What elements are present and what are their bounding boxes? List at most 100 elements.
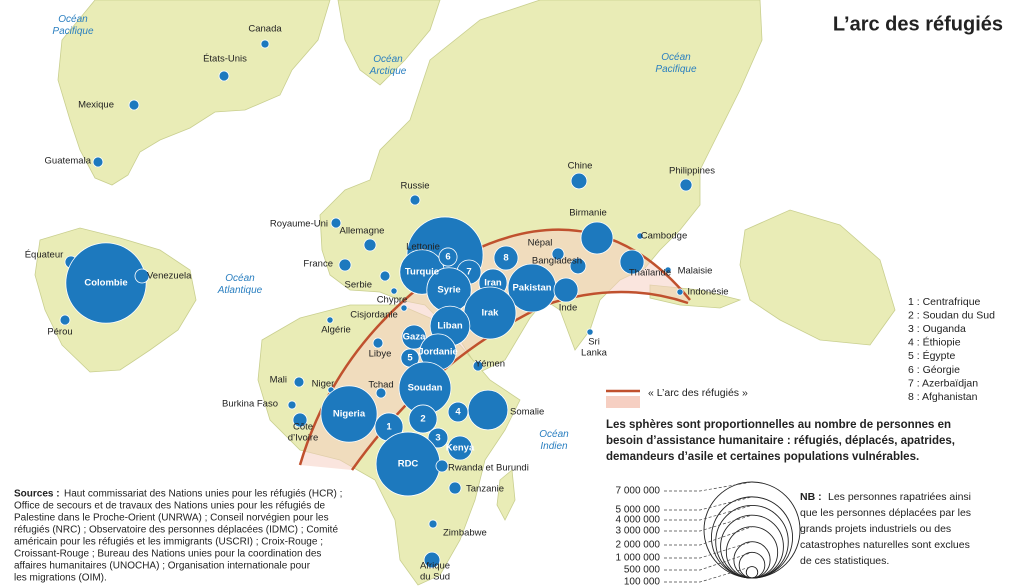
country-label: Libye <box>369 349 392 360</box>
arc-legend-swatch <box>606 396 640 408</box>
nb-line: que les personnes déplacées par les <box>800 507 971 519</box>
country-label: Yémen <box>475 359 505 370</box>
refugee-bubble <box>372 337 384 349</box>
country-label: Somalie <box>510 407 544 418</box>
refugee-bubble <box>428 519 438 529</box>
numbered-legend-item: 5 : Égypte <box>908 349 955 362</box>
country-label: Malaisie <box>678 266 713 277</box>
bubble-label: Soudan <box>408 383 443 394</box>
refugee-bubble <box>636 232 644 240</box>
bubble-label: 5 <box>407 353 413 364</box>
bubble-label: 4 <box>455 407 461 418</box>
refugee-bubble <box>326 316 334 324</box>
scale-leader <box>664 514 753 532</box>
refugee-bubble <box>664 266 672 274</box>
bubble-label: Iran <box>484 278 502 289</box>
bubble-label: Gaza <box>403 332 426 343</box>
refugee-bubble <box>472 360 484 372</box>
refugee-bubble <box>293 376 305 388</box>
map-title: L’arc des réfugiés <box>833 13 1003 35</box>
scale-label: 5 000 000 <box>616 505 661 516</box>
numbered-legend-item: 6 : Géorgie <box>908 364 960 376</box>
bubble-label: 3 <box>435 433 440 444</box>
country-label: Afrique du Sud <box>420 560 450 582</box>
bubble-label: Nigeria <box>333 409 366 420</box>
refugee-bubble <box>447 435 473 461</box>
ocean-label: Océan Atlantique <box>217 273 263 296</box>
country-label: France <box>303 259 333 270</box>
bubble-label: Liban <box>437 321 463 332</box>
bubble-label: 7 <box>466 267 471 278</box>
note-line: Les sphères sont proportionnelles au nom… <box>606 419 951 431</box>
bubble-label: Syrie <box>437 285 460 296</box>
country-label: Chypre <box>377 295 408 306</box>
refugee-bubble <box>363 238 377 252</box>
refugee-bubble <box>679 178 693 192</box>
sources-line: réfugiés (NRC) ; Observatoire des person… <box>14 525 338 536</box>
refugee-bubble <box>390 287 398 295</box>
scale-label: 7 000 000 <box>616 486 661 497</box>
country-label: Tchad <box>368 380 393 391</box>
refugee-bubble <box>493 245 519 271</box>
scale-leader <box>664 496 753 511</box>
country-label: Cisjordanie <box>350 310 398 321</box>
country-label: Burkina Faso <box>222 399 278 410</box>
refugee-bubble <box>92 156 104 168</box>
sources-line: Croissant-Rouge ; Bureau des Nations uni… <box>14 549 321 560</box>
refugee-bubble <box>448 481 462 495</box>
scale-label: 2 000 000 <box>616 540 661 551</box>
bubble-label: Turquie <box>405 267 439 278</box>
nb-line: grands projets industriels ou des <box>800 523 951 535</box>
refugee-bubble <box>379 270 391 282</box>
refugee-bubble <box>570 172 588 190</box>
refugee-bubble <box>580 221 614 255</box>
ocean-label: Océan Arctique <box>369 54 407 77</box>
sources-line: les migrations (OIM). <box>14 573 107 584</box>
refugee-bubble <box>128 99 140 111</box>
bubble-label: Irak <box>482 308 500 319</box>
refugee-bubble <box>401 324 427 350</box>
ocean-label: Océan Pacifique <box>52 14 94 37</box>
bubble-label: Kenya <box>446 443 475 454</box>
refugee-bubble <box>551 247 565 261</box>
refugee-bubble <box>619 249 645 275</box>
bubble-label: 8 <box>503 253 508 264</box>
country-label: Mali <box>270 375 287 386</box>
nb-line: catastrophes naturelles sont exclues <box>800 539 970 551</box>
refugee-bubble <box>218 70 230 82</box>
country-label: Thaïlande <box>629 268 671 279</box>
country-label: Serbie <box>345 280 372 291</box>
scale-leader <box>664 541 753 559</box>
bubble-label: Pakistan <box>512 283 551 294</box>
refugee-bubble <box>569 257 587 275</box>
refugee-bubble <box>400 304 408 312</box>
bubble-label: RDC <box>398 459 419 470</box>
note-line: besoin d’assistance humanitaire : réfugi… <box>606 435 955 447</box>
scale-leader <box>664 526 753 546</box>
bubble-label: Colombie <box>84 278 127 289</box>
bubble-label: 6 <box>445 252 450 263</box>
country-label: Indonésie <box>687 287 728 298</box>
refugee-bubble <box>676 288 684 296</box>
country-label: Bangladesh <box>532 256 582 267</box>
scale-circle <box>745 566 759 579</box>
sources-line: Palestine dans le Proche-Orient (UNRWA) … <box>14 513 329 524</box>
country-label: Cambodge <box>641 231 687 242</box>
country-label: Équateur <box>25 250 64 261</box>
scale-label: 4 000 000 <box>616 515 661 526</box>
scale-label: 3 000 000 <box>616 526 661 537</box>
country-label: Canada <box>248 24 282 35</box>
sources-line: affaires humanitaires (UNOCHA) ; Organis… <box>14 561 311 572</box>
refugee-bubble <box>427 427 449 449</box>
country-label: Inde <box>559 303 578 314</box>
refugee-bubble <box>408 404 438 434</box>
refugee-bubble <box>59 314 71 326</box>
scale-leader <box>664 552 753 571</box>
ocean-label: Océan Indien <box>539 429 569 452</box>
refugee-bubble <box>338 258 352 272</box>
bubble-label: 2 <box>420 414 425 425</box>
country-label: Venezuela <box>147 271 192 282</box>
australia <box>739 209 896 346</box>
country-label: Russie <box>400 181 429 192</box>
scale-label: 100 000 <box>624 577 661 588</box>
